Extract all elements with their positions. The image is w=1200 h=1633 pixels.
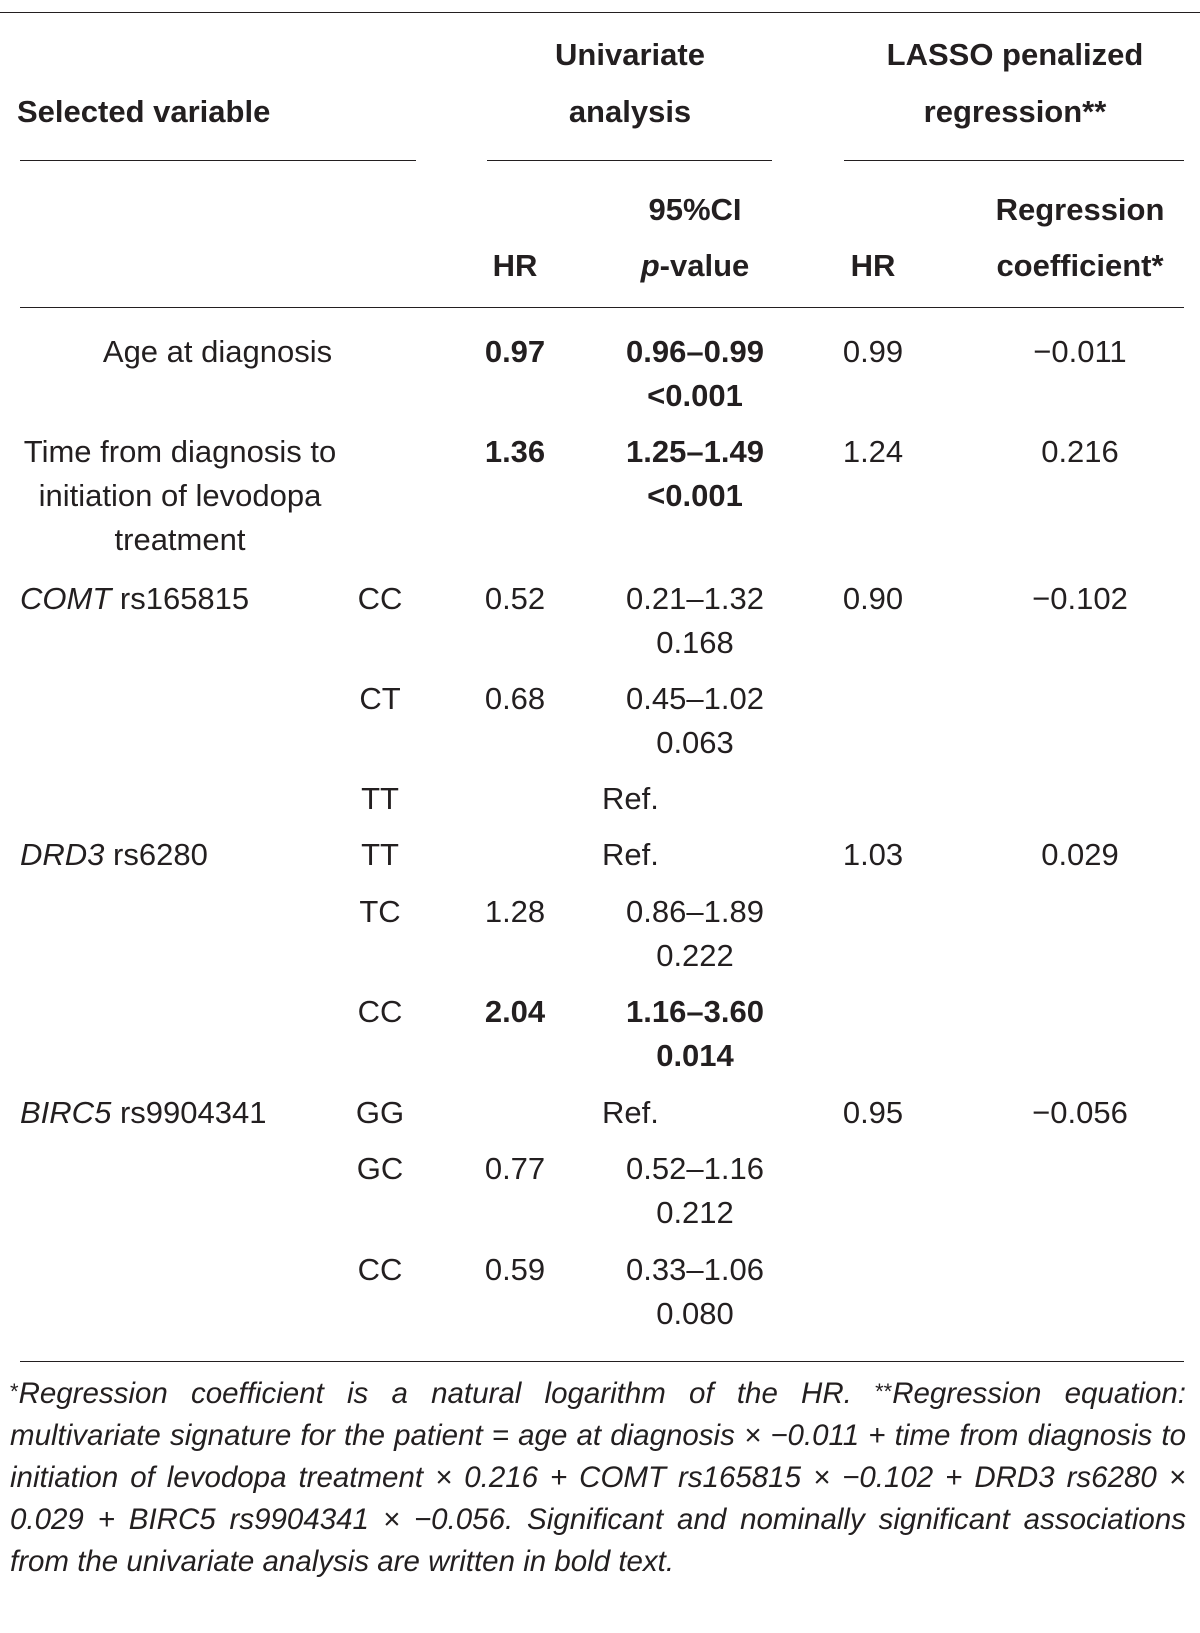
row-time-coef: 0.216: [1041, 434, 1119, 469]
footnote-star: *: [10, 1379, 19, 1404]
row-birc5-variable: BIRC5 rs9904341: [20, 1091, 266, 1135]
header-lasso-line1: LASSO penalized: [886, 37, 1144, 72]
univariate-underline: [487, 160, 772, 161]
header-pvalue: p-value: [600, 244, 790, 288]
row-comt-gene: COMT: [20, 581, 112, 616]
header-coef-line1: Regression: [995, 192, 1165, 227]
row-birc5-gg-genotype: GG: [355, 1095, 405, 1130]
row-time-variable-line2: initiation of levodopa: [38, 478, 322, 513]
row-drd3-tc-ci: 0.86–1.89: [626, 894, 764, 929]
row-drd3-tc-genotype: TC: [359, 894, 401, 929]
row-comt-tt-ref: Ref.: [602, 781, 659, 816]
footnote-double-star: **: [875, 1379, 893, 1404]
header-pvalue-rest: -value: [659, 248, 750, 283]
row-drd3-cc-hr: 2.04: [484, 994, 546, 1029]
table-bottom-rule: [20, 1361, 1184, 1362]
row-age-variable: Age at diagnosis: [102, 334, 333, 369]
row-age-coef: −0.011: [1033, 334, 1127, 369]
row-comt-ct-p: 0.063: [656, 725, 734, 760]
top-rule: [0, 12, 1200, 13]
row-birc5-coef: −0.056: [1032, 1095, 1128, 1130]
header-univariate-line1: Univariate: [555, 37, 705, 72]
row-comt-snp: rs165815: [119, 581, 250, 616]
row-comt-coef: −0.102: [1032, 581, 1128, 616]
row-drd3-tc-p: 0.222: [656, 938, 734, 973]
row-time-variable-line3: treatment: [114, 522, 246, 557]
row-birc5-snp: rs9904341: [119, 1095, 267, 1130]
row-comt-variable: COMT rs165815: [20, 577, 249, 621]
row-drd3-tt-ref: Ref.: [602, 837, 659, 872]
header-hr-lasso: HR: [850, 248, 896, 283]
row-age-ci: 0.96–0.99: [626, 334, 764, 369]
row-drd3-lasso-hr: 1.03: [842, 837, 904, 872]
row-age-lasso-hr: 0.99: [842, 334, 904, 369]
row-birc5-cc-genotype: CC: [357, 1252, 403, 1287]
row-comt-cc-hr: 0.52: [484, 581, 546, 616]
row-drd3-tc-hr: 1.28: [484, 894, 546, 929]
row-time-variable-line1: Time from diagnosis to: [23, 434, 337, 469]
lasso-underline: [844, 160, 1184, 161]
row-comt-cc-p: 0.168: [656, 625, 734, 660]
header-bottom-rule: [20, 307, 1184, 308]
row-birc5-gc-genotype: GC: [356, 1151, 404, 1186]
header-coef-line2: coefficient*: [996, 248, 1164, 283]
row-birc5-gc-ci: 0.52–1.16: [626, 1151, 764, 1186]
row-birc5-gc-p: 0.212: [656, 1195, 734, 1230]
row-comt-ct-genotype: CT: [359, 681, 401, 716]
row-drd3-gene: DRD3: [20, 837, 105, 872]
row-drd3-variable: DRD3 rs6280: [20, 833, 208, 877]
row-comt-ct-ci: 0.45–1.02: [626, 681, 764, 716]
selected-variable-underline: [20, 160, 416, 161]
header-selected-variable: Selected variable: [17, 94, 271, 129]
row-time-p: <0.001: [647, 478, 743, 513]
row-drd3-cc-p: 0.014: [656, 1038, 734, 1073]
row-comt-lasso-hr: 0.90: [842, 581, 904, 616]
header-pvalue-italic: p: [640, 248, 660, 283]
row-drd3-tt-genotype: TT: [361, 837, 399, 872]
row-drd3-cc-genotype: CC: [357, 994, 403, 1029]
header-hr-univariate: HR: [492, 248, 538, 283]
row-birc5-gene: BIRC5: [20, 1095, 112, 1130]
row-time-lasso-hr: 1.24: [842, 434, 904, 469]
header-ci: 95%CI: [648, 192, 742, 227]
row-birc5-gg-ref: Ref.: [602, 1095, 659, 1130]
header-univariate-line2: analysis: [568, 94, 692, 129]
table-footnote: *Regression coefficient is a natural log…: [10, 1371, 1186, 1583]
footnote-sentence-1: Regression coefficient is a natural loga…: [18, 1377, 876, 1410]
row-birc5-lasso-hr: 0.95: [842, 1095, 904, 1130]
row-birc5-cc-hr: 0.59: [484, 1252, 546, 1287]
row-birc5-gc-hr: 0.77: [484, 1151, 546, 1186]
row-age-p: <0.001: [647, 378, 743, 413]
row-comt-tt-genotype: TT: [361, 781, 399, 816]
row-drd3-coef: 0.029: [1041, 837, 1119, 872]
row-comt-cc-genotype: CC: [357, 581, 403, 616]
row-time-hr: 1.36: [484, 434, 546, 469]
row-comt-cc-ci: 0.21–1.32: [626, 581, 764, 616]
row-birc5-cc-p: 0.080: [656, 1296, 734, 1331]
row-comt-ct-hr: 0.68: [484, 681, 546, 716]
header-lasso-line2: regression**: [923, 94, 1107, 129]
row-drd3-snp: rs6280: [113, 837, 208, 872]
row-time-ci: 1.25–1.49: [626, 434, 764, 469]
row-age-hr: 0.97: [484, 334, 546, 369]
row-birc5-cc-ci: 0.33–1.06: [626, 1252, 764, 1287]
row-drd3-cc-ci: 1.16–3.60: [626, 994, 764, 1029]
footnote-sentence-2: Regression equation: multivariate signat…: [10, 1377, 1186, 1578]
